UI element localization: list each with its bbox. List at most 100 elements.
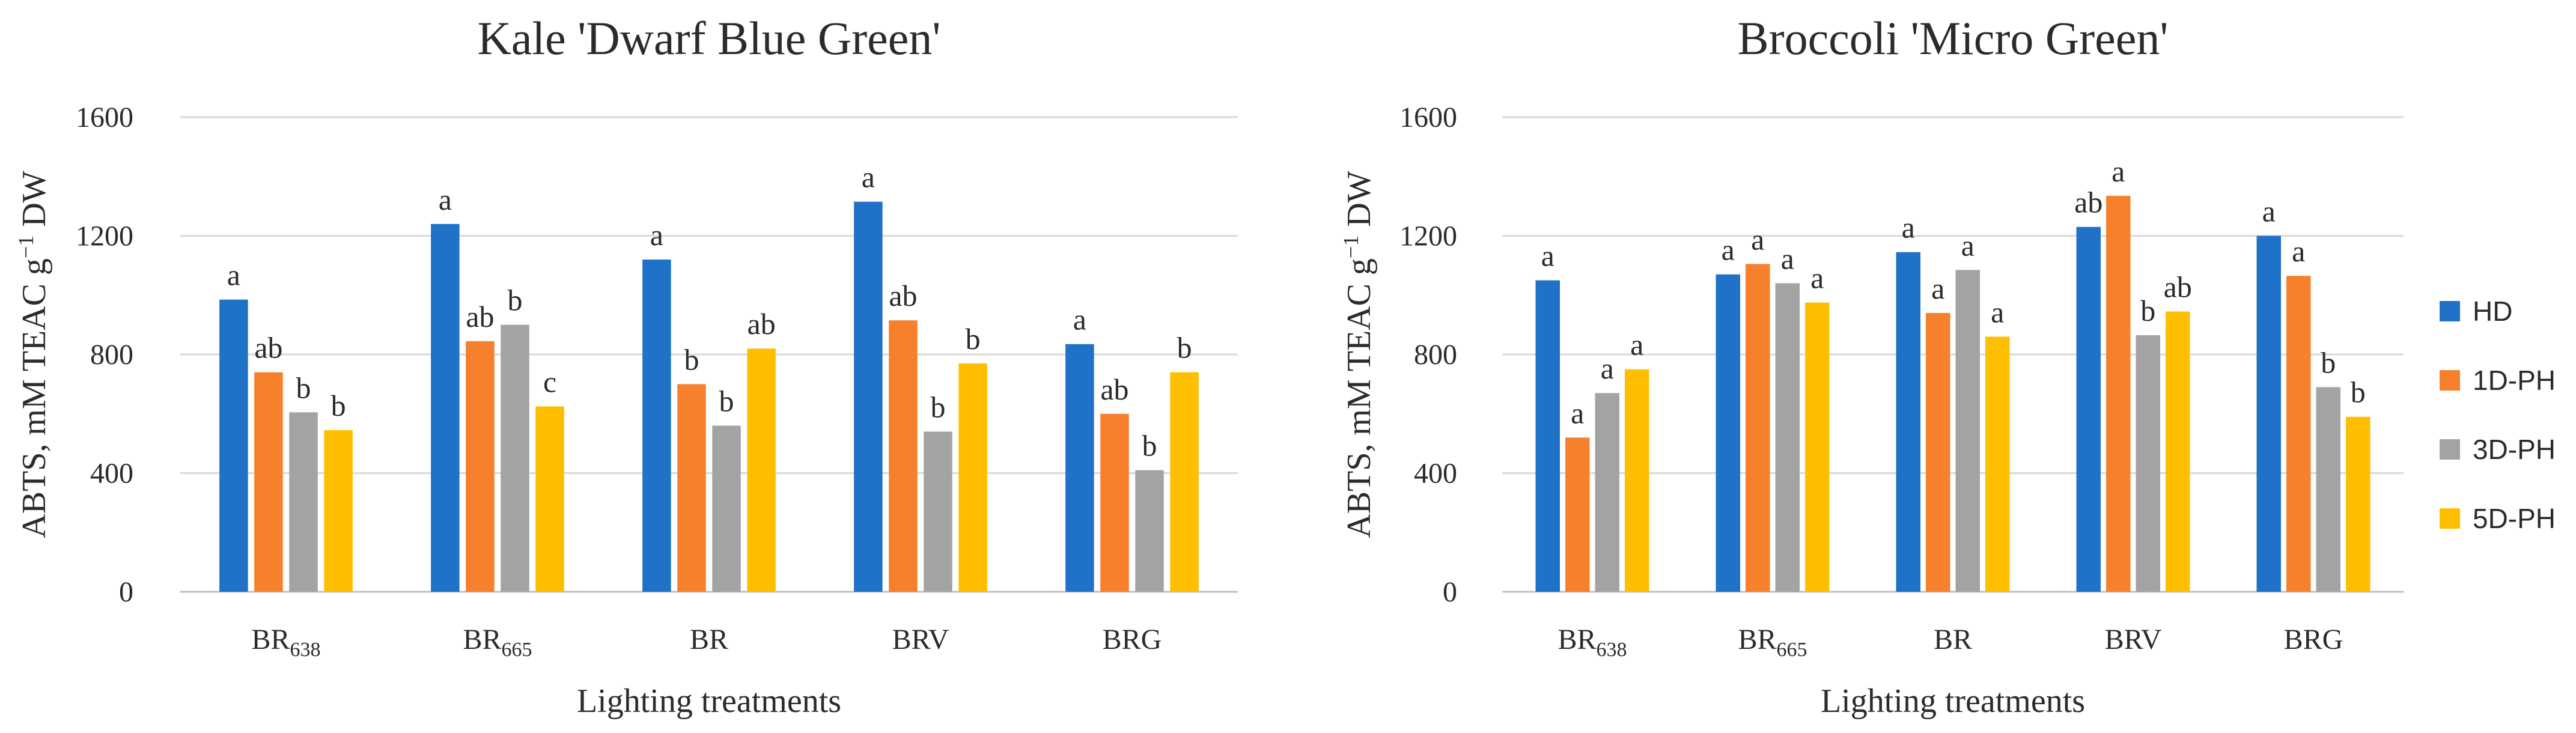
- y-axis-label-unit: DW: [1341, 171, 1378, 235]
- x-tick-label: BR638: [1557, 624, 1627, 661]
- significance-label: a: [2262, 195, 2276, 228]
- x-tick-label-subscript: 665: [1777, 639, 1807, 661]
- x-tick-label: BR665: [463, 624, 532, 661]
- chart-2: Broccoli 'Micro Green' 0 400 800 1200 1600 ABT…: [1339, 12, 2404, 720]
- y-axis-label-superscript: −1: [1339, 236, 1363, 258]
- significance-label: b: [1142, 429, 1157, 463]
- significance-label: ab: [1100, 373, 1128, 406]
- significance-label: a: [1991, 295, 2004, 329]
- chart-title: Kale 'Dwarf Blue Green': [478, 12, 941, 64]
- bar-3d-ph-2: [501, 324, 529, 592]
- significance-label: b: [719, 385, 734, 418]
- bar-hd-2: [431, 224, 460, 592]
- significance-label: ab: [466, 300, 494, 333]
- legend-label: 1D-PH: [2473, 365, 2556, 396]
- x-tick-label-main: BR: [1738, 624, 1776, 655]
- y-axis-label-unit: DW: [16, 171, 53, 235]
- bar-1d-ph-3: [677, 384, 706, 592]
- legend-swatch-1d-ph: [2440, 370, 2460, 391]
- significance-label: c: [543, 365, 556, 398]
- bar-5d-ph-1: [1625, 369, 1649, 592]
- significance-label: a: [1931, 272, 1944, 305]
- significance-label: a: [862, 160, 875, 194]
- x-axis-label: Lighting treatments: [1821, 683, 2085, 720]
- x-tick-label: BRG: [1103, 624, 1162, 655]
- bar-5d-ph-4: [2166, 311, 2190, 592]
- x-tick-label-main: BR: [1934, 624, 1972, 655]
- bar-5d-ph-5: [1170, 372, 1199, 592]
- y-tick-label: 0: [1443, 576, 1457, 608]
- bar-3d-ph-3: [1955, 270, 1980, 592]
- legend-swatch-3d-ph: [2440, 439, 2460, 460]
- x-tick-label: BR: [1934, 624, 1972, 655]
- bar-hd-5: [1065, 344, 1094, 592]
- significance-label: ab: [748, 307, 776, 341]
- bar-hd-2: [1716, 274, 1740, 592]
- y-tick-label: 1600: [1399, 102, 1457, 133]
- significance-label: a: [2292, 234, 2305, 268]
- significance-label: b: [331, 389, 346, 422]
- bar-5d-ph-1: [324, 430, 353, 592]
- legend-label: 3D-PH: [2473, 434, 2556, 465]
- significance-label: a: [1571, 396, 1584, 430]
- bar-5d-ph-5: [2346, 416, 2370, 592]
- y-tick-label: 400: [90, 458, 133, 490]
- x-tick-label: BRV: [2105, 624, 2162, 655]
- significance-label: a: [1722, 233, 1735, 267]
- bar-5d-ph-3: [1985, 336, 2010, 592]
- bar-5d-ph-4: [958, 363, 987, 592]
- significance-label: a: [2112, 154, 2125, 188]
- legend: HD 1D-PH 3D-PH 5D-PH: [2440, 296, 2556, 534]
- x-tick-label-subscript: 638: [290, 639, 321, 661]
- bar-5d-ph-2: [1805, 302, 1830, 592]
- y-axis-label-text: ABTS, mM TEAC g: [16, 258, 53, 538]
- significance-label: b: [2321, 345, 2336, 379]
- bar-hd-3: [642, 260, 671, 592]
- x-axis-label: Lighting treatments: [577, 683, 841, 720]
- significance-label: b: [1177, 331, 1192, 365]
- y-tick-label: 0: [119, 576, 133, 608]
- significance-label: b: [2351, 376, 2366, 409]
- bar-3d-ph-5: [1135, 470, 1164, 592]
- y-tick-label: 800: [1414, 339, 1457, 371]
- significance-label: a: [1810, 261, 1824, 295]
- x-tick-label-main: BR: [463, 624, 501, 655]
- significance-label: b: [931, 390, 946, 424]
- legend-swatch-5d-ph: [2440, 508, 2460, 529]
- bar-hd-4: [2076, 227, 2101, 592]
- bar-5d-ph-3: [747, 348, 776, 592]
- bar-hd-5: [2256, 236, 2281, 592]
- bar-3d-ph-1: [1595, 393, 1619, 592]
- x-tick-label-main: BR: [1557, 624, 1596, 655]
- chart-1: Kale 'Dwarf Blue Green' 0 400 800 1200 1600 AB…: [14, 12, 1238, 720]
- y-tick-label: 1200: [1399, 221, 1457, 252]
- bar-3d-ph-1: [289, 412, 318, 592]
- x-tick-label: BRG: [2284, 624, 2343, 655]
- significance-label: b: [508, 284, 523, 317]
- bar-3d-ph-5: [2316, 387, 2340, 592]
- bar-1d-ph-1: [1565, 437, 1590, 592]
- y-tick-label: 1200: [76, 221, 133, 252]
- bar-1d-ph-3: [1926, 312, 1950, 592]
- significance-label: a: [1630, 328, 1643, 362]
- bar-1d-ph-4: [889, 320, 918, 592]
- significance-label: a: [227, 258, 240, 292]
- bar-hd-1: [1535, 280, 1560, 592]
- x-tick-label: BR665: [1738, 624, 1807, 661]
- y-axis-label: ABTS, mM TEAC g−1 DW: [1339, 171, 1378, 538]
- y-tick-label: 400: [1414, 458, 1457, 490]
- significance-label: a: [439, 183, 452, 216]
- bar-hd-1: [219, 299, 248, 592]
- significance-label: ab: [2074, 186, 2103, 219]
- y-axis-label-superscript: −1: [14, 236, 38, 258]
- bar-1d-ph-2: [466, 341, 495, 592]
- significance-label: b: [296, 371, 311, 404]
- x-tick-label: BR638: [251, 624, 320, 661]
- bar-1d-ph-1: [254, 372, 283, 592]
- significance-label: a: [1601, 351, 1614, 385]
- bar-3d-ph-2: [1775, 283, 1800, 592]
- significance-label: ab: [2164, 270, 2192, 303]
- significance-label: a: [1961, 228, 1975, 262]
- significance-label: a: [1073, 303, 1086, 336]
